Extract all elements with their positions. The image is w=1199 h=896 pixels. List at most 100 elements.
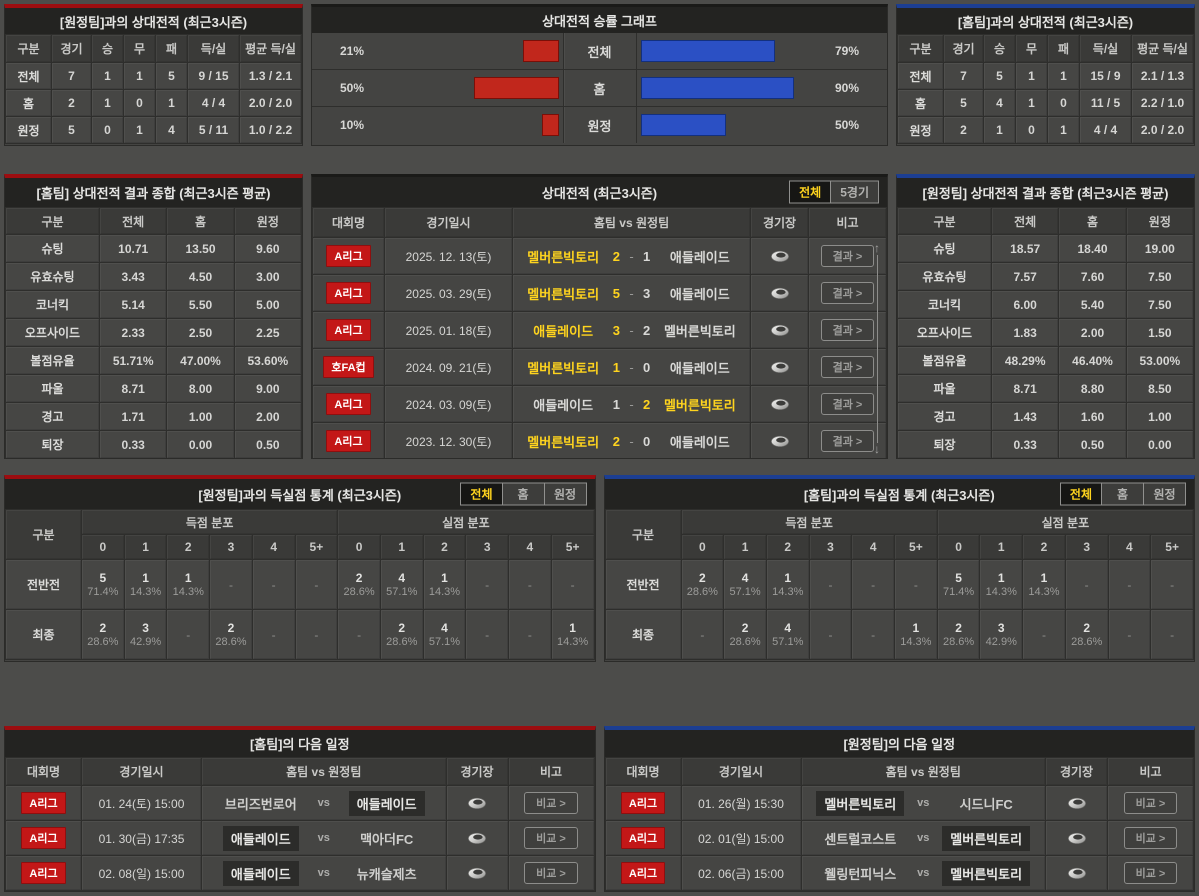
scroll-down-icon[interactable]: ↓: [874, 442, 880, 456]
tab-home[interactable]: 홈: [1102, 482, 1144, 506]
column-header: 승: [91, 34, 124, 63]
home-team: 멜버른빅토리: [527, 360, 600, 376]
result-button[interactable]: 결과 >: [820, 356, 875, 378]
compare-button[interactable]: 비교 >: [1123, 792, 1178, 814]
column-header: 대회명: [312, 207, 385, 238]
league-badge: A리그: [326, 282, 371, 304]
bin-header: 5+: [294, 534, 339, 560]
goals-away-tabs: 전체 홈 원정: [460, 482, 587, 506]
result-button[interactable]: 결과 >: [820, 393, 875, 415]
stadium-icon[interactable]: [769, 360, 791, 374]
stat-value: 1: [1015, 89, 1048, 117]
column-header: 비고: [808, 207, 887, 238]
compare-button[interactable]: 비교 >: [524, 792, 578, 814]
tab-all[interactable]: 전체: [1059, 482, 1102, 506]
away-team: 애들레이드: [669, 286, 730, 302]
panel-goals-away: [원정팀]과의 득실점 통계 (최근3시즌) 전체 홈 원정 구분 득점 분포 실점 분…: [4, 475, 596, 662]
match-score: 2-0: [612, 433, 651, 449]
stat-value: 0.00: [1125, 430, 1194, 458]
tab-away[interactable]: 원정: [1144, 482, 1186, 506]
panel-title-bar: [홈팀] 상대전적 결과 종합 (최근3시즌 평균): [5, 178, 302, 207]
goal-stat: -: [808, 559, 853, 610]
home-team: 애들레이드: [533, 323, 594, 339]
stat-value: 2: [51, 89, 92, 117]
tab-home[interactable]: 홈: [502, 482, 545, 506]
league-badge: A리그: [21, 792, 66, 814]
result-button[interactable]: 결과 >: [820, 430, 875, 452]
stadium-icon[interactable]: [769, 397, 791, 411]
stadium-icon[interactable]: [769, 249, 791, 263]
match-list: 대회명 경기일시 홈팀 vs 원정팀 경기장 비고 A리그 2025. 12. 13(토) 멜…: [312, 207, 887, 458]
goal-stat: 2 28.6%: [723, 609, 767, 660]
panel-title: [원정팀] 상대전적 결과 종합 (최근3시즌 평균): [922, 186, 1169, 201]
goal-stat: -: [465, 609, 510, 660]
stadium-icon[interactable]: [1066, 866, 1088, 880]
stat-value: 13.50: [166, 234, 235, 263]
goal-stat: 5 71.4%: [936, 559, 981, 610]
column-header: 구분: [5, 34, 52, 63]
scroll-track[interactable]: [876, 255, 878, 443]
stadium-icon[interactable]: [466, 831, 488, 845]
table-row: 파울 8.71 8.80 8.50: [897, 374, 1194, 403]
bin-header: 0: [936, 534, 981, 560]
compare-button[interactable]: 비교 >: [1123, 862, 1178, 884]
result-button[interactable]: 결과 >: [820, 282, 875, 304]
stat-value: 5.14: [98, 290, 168, 319]
column-header: 경기장: [750, 207, 809, 238]
row-label: 슈팅: [5, 234, 100, 263]
match-date: 02. 08(일) 15:00: [81, 855, 202, 891]
result-button[interactable]: 결과 >: [820, 319, 875, 341]
bin-header: 5+: [550, 534, 595, 560]
scroll-up-icon[interactable]: ↑: [874, 241, 880, 255]
stat-value: 47.00%: [166, 346, 235, 375]
tab-all[interactable]: 전체: [789, 180, 832, 204]
bin-header: 3: [808, 534, 853, 560]
stat-value: 0: [1047, 89, 1080, 117]
stat-value: 5: [983, 62, 1016, 90]
stadium-icon[interactable]: [1066, 796, 1088, 810]
panel-title-bar: [원정팀]과의 득실점 통계 (최근3시즌) 전체 홈 원정: [5, 479, 595, 509]
bin-header: 1: [123, 534, 168, 560]
goal-stat: 2 28.6%: [680, 559, 725, 610]
scrollbar[interactable]: ↑ ↓: [870, 241, 884, 456]
stadium-icon[interactable]: [769, 434, 791, 448]
stat-value: 53.60%: [233, 346, 302, 375]
stadium-icon[interactable]: [769, 323, 791, 337]
panel-h2h-away: [원정팀]과의 상대전적 (최근3시즌) 구분 경기 승 무 패 득/실 평균 득/실 전체 7…: [4, 4, 303, 146]
column-header: 원정: [1125, 207, 1194, 235]
tab-away[interactable]: 원정: [544, 482, 587, 506]
schedule-row: A리그 02. 01(일) 15:00 센트럴코스트 vs 멜버른빅토리 비교 >: [604, 820, 1194, 856]
match-date: 01. 30(금) 17:35: [81, 820, 202, 856]
goal-stat: -: [1064, 559, 1109, 610]
tab-last5[interactable]: 5경기: [831, 180, 879, 204]
tab-all[interactable]: 전체: [460, 482, 503, 506]
table-row: 경고 1.43 1.60 1.00: [897, 402, 1194, 431]
goal-stat: -: [166, 609, 211, 660]
goals-away-table: 구분 득점 분포 실점 분포 0 1 2 3 4 5+ 0 1 2 3 4 5+ 전반전 5 71.4% 1 14.3…: [5, 509, 595, 660]
panel-title-bar: [홈팀]과의 상대전적 (최근3시즌): [897, 8, 1194, 34]
stadium-icon[interactable]: [466, 796, 488, 810]
panel-title: [홈팀]과의 득실점 통계 (최근3시즌): [803, 487, 995, 503]
compare-button[interactable]: 비교 >: [1123, 827, 1178, 849]
away-team: 시드니FC: [959, 796, 1013, 812]
table-row: 퇴장 0.33 0.50 0.00: [897, 430, 1194, 458]
column-header: 경기: [943, 34, 984, 63]
match-score: 1-0: [612, 359, 651, 375]
stadium-icon[interactable]: [1066, 831, 1088, 845]
column-header: 평균 득/실: [1131, 34, 1194, 63]
stat-value: 11 / 5: [1079, 89, 1132, 117]
column-header: 전체: [990, 207, 1060, 235]
blue-bar: [640, 40, 775, 62]
result-button[interactable]: 결과 >: [820, 245, 875, 267]
stat-value: 1.83: [990, 318, 1060, 347]
goal-stat: 1 14.3%: [422, 559, 467, 610]
table-row: 전체 7 1 1 5 9 / 15 1.3 / 2.1: [5, 62, 302, 90]
stadium-icon[interactable]: [466, 866, 488, 880]
compare-button[interactable]: 비교 >: [524, 862, 578, 884]
stat-value: 8.71: [98, 374, 168, 403]
stadium-icon[interactable]: [769, 286, 791, 300]
compare-button[interactable]: 비교 >: [524, 827, 578, 849]
table-row: 전반전 5 71.4% 1 14.3% 1 14.3% - - -2 28.6% 4 57.1% 1 14.…: [5, 559, 595, 610]
goal-stat: 1 14.3%: [123, 559, 168, 610]
scored-group-header: 득점 분포: [680, 509, 938, 535]
